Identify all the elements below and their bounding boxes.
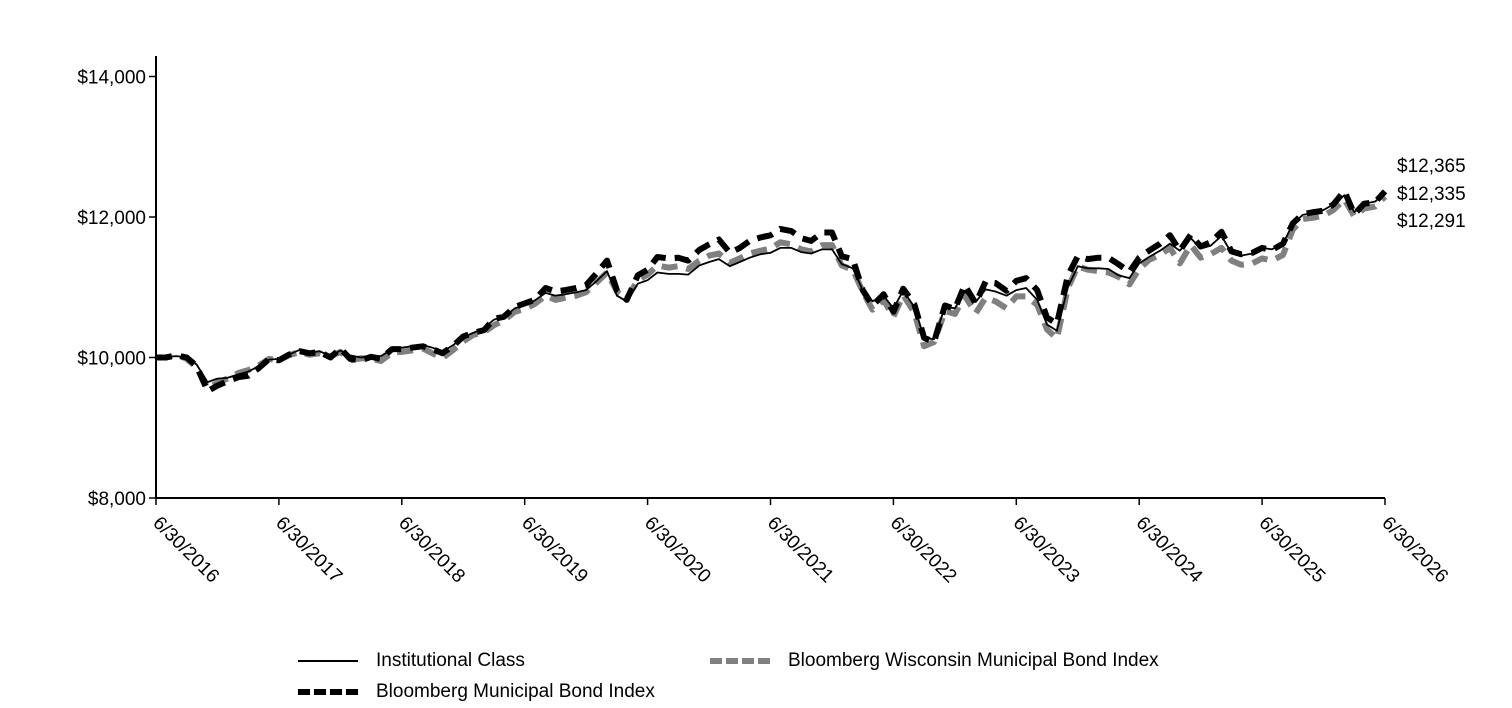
x-tick-label: 6/30/2019 — [517, 513, 592, 588]
legend-item-bloomberg-wisconsin: Bloomberg Wisconsin Municipal Bond Index — [710, 650, 1159, 672]
series-line-bloomberg-wisconsin-municipal-bond-index — [156, 194, 1388, 392]
y-tick-label: $14,000 — [77, 68, 146, 89]
legend-item-bloomberg-municipal: Bloomberg Municipal Bond Index — [298, 681, 655, 703]
y-tick-label: $8,000 — [88, 489, 146, 510]
y-tick-label: $10,000 — [77, 349, 146, 370]
x-tick-label: 6/30/2017 — [271, 513, 346, 588]
x-tick-label: 6/30/2020 — [640, 513, 715, 588]
x-tick-label: 6/30/2024 — [1132, 513, 1207, 588]
legend-swatch-black-dashed — [298, 689, 358, 695]
legend-label: Institutional Class — [376, 650, 525, 671]
series-line-institutional-class — [155, 192, 1386, 383]
legend-item-institutional-class: Institutional Class — [298, 650, 525, 672]
series-line-bloomberg-municipal-bond-index — [156, 188, 1388, 395]
end-value-label: $12,335 — [1397, 184, 1466, 205]
end-value-label: $12,291 — [1397, 211, 1466, 232]
end-value-label: $12,365 — [1397, 156, 1466, 177]
x-tick-label: 6/30/2021 — [763, 513, 838, 588]
x-tick-label: 6/30/2025 — [1255, 513, 1330, 588]
y-tick-label: $12,000 — [77, 208, 146, 229]
x-tick-label: 6/30/2022 — [886, 513, 961, 588]
legend-label: Bloomberg Wisconsin Municipal Bond Index — [788, 650, 1159, 671]
legend-label: Bloomberg Municipal Bond Index — [376, 681, 655, 702]
x-tick-label: 6/30/2026 — [1377, 513, 1452, 588]
x-tick-label: 6/30/2023 — [1009, 513, 1084, 588]
legend-swatch-gray-dashed — [710, 658, 770, 664]
legend-swatch-solid — [298, 660, 358, 662]
x-tick-label: 6/30/2016 — [148, 513, 223, 588]
x-tick-label: 6/30/2018 — [394, 513, 469, 588]
